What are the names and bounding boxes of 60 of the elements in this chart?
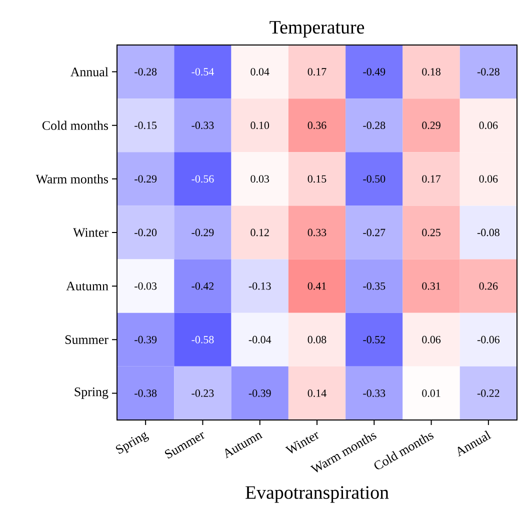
- data-label: -0.38: [134, 390, 157, 397]
- chart-title: Temperature: [270, 21, 364, 38]
- data-label: 0.31: [422, 282, 440, 290]
- data-label: -0.08: [477, 228, 500, 236]
- data-label: -0.52: [363, 336, 385, 344]
- data-label: 0.36: [308, 122, 326, 130]
- data-label: 0.01: [422, 390, 440, 397]
- data-label: 0.12: [250, 228, 269, 236]
- data-label: 0.06: [479, 122, 498, 130]
- y-tick-label: Summer: [65, 335, 108, 344]
- data-label: -0.39: [248, 390, 271, 397]
- data-label: 0.41: [308, 282, 326, 290]
- y-tick-label: Cold months: [42, 120, 108, 130]
- data-label: 0.04: [250, 68, 270, 76]
- data-label: 0.06: [479, 175, 498, 183]
- y-tick-label: Winter: [73, 228, 108, 237]
- data-label: -0.35: [363, 282, 386, 290]
- data-label: -0.29: [134, 175, 157, 183]
- data-label: -0.56: [192, 175, 214, 183]
- y-tick-label: Warm months: [36, 174, 108, 184]
- data-label: 0.15: [308, 175, 326, 183]
- data-label: 0.17: [422, 175, 441, 183]
- data-label: -0.28: [363, 122, 386, 130]
- data-label: -0.23: [192, 390, 214, 397]
- y-tick-label: Annual: [70, 67, 108, 76]
- data-label: 0.08: [308, 336, 326, 344]
- data-label: 0.14: [308, 390, 326, 397]
- data-label: 0.03: [250, 175, 270, 183]
- data-label: -0.33: [363, 390, 386, 397]
- data-label: 0.10: [250, 122, 270, 130]
- data-label: 0.29: [422, 122, 440, 130]
- x-axis-title: Evapotranspiration: [246, 486, 389, 503]
- data-label: -0.29: [192, 228, 214, 236]
- data-label: -0.39: [134, 336, 157, 344]
- x-tick-label: Winter: [285, 432, 319, 454]
- data-label: 0.25: [422, 228, 440, 236]
- y-tick-label: Autumn: [66, 282, 108, 290]
- data-label: -0.22: [477, 390, 500, 397]
- data-label: -0.13: [248, 282, 271, 290]
- data-label: 0.18: [422, 68, 440, 76]
- data-label: -0.15: [134, 122, 157, 130]
- data-label: -0.03: [134, 282, 157, 290]
- data-label: 0.33: [308, 228, 326, 236]
- x-tick-label: Spring: [116, 432, 149, 454]
- y-tick-label: Spring: [74, 388, 108, 399]
- data-label: -0.20: [134, 228, 157, 236]
- data-label: -0.28: [134, 68, 157, 76]
- data-label: -0.42: [192, 282, 214, 290]
- data-label: -0.58: [192, 336, 214, 344]
- data-label: -0.49: [363, 68, 386, 76]
- data-label: -0.28: [477, 68, 500, 76]
- data-label: -0.04: [248, 336, 272, 344]
- data-label: -0.50: [363, 175, 386, 183]
- data-label: 0.06: [422, 336, 441, 344]
- data-label: -0.33: [192, 122, 214, 130]
- data-label: -0.06: [477, 336, 500, 344]
- data-label: 0.17: [308, 68, 326, 76]
- data-label: -0.54: [192, 68, 214, 76]
- data-label: 0.26: [479, 282, 498, 290]
- data-label: -0.27: [363, 228, 386, 236]
